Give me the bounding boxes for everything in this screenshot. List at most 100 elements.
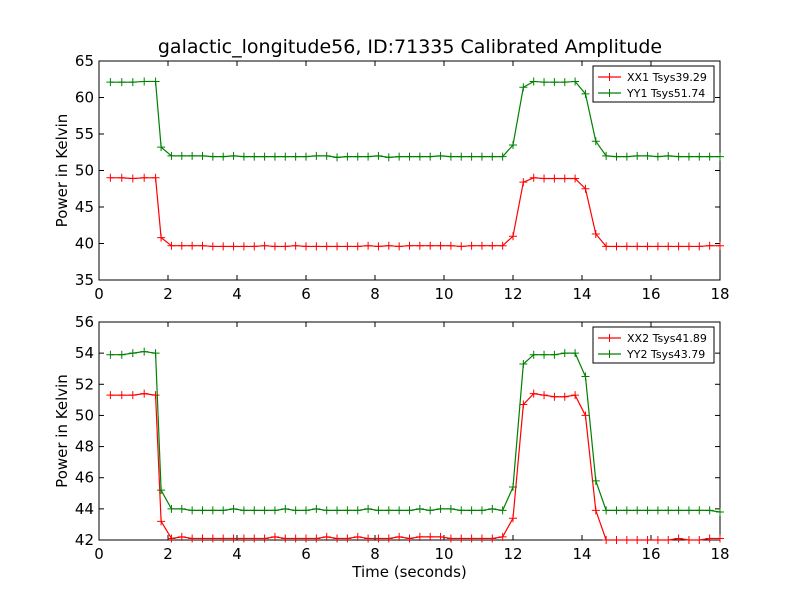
data-point bbox=[684, 506, 693, 515]
data-point bbox=[571, 174, 580, 183]
data-point bbox=[117, 78, 126, 87]
data-point bbox=[674, 506, 683, 515]
data-point bbox=[540, 174, 549, 183]
data-point bbox=[281, 242, 290, 251]
data-point bbox=[167, 151, 176, 160]
x-tick-label: 14 bbox=[572, 285, 591, 303]
y-tick-label: 52 bbox=[75, 375, 94, 393]
data-point bbox=[560, 78, 569, 87]
data-point bbox=[229, 151, 238, 160]
data-point bbox=[198, 241, 207, 250]
data-point bbox=[571, 391, 580, 400]
data-point bbox=[509, 514, 517, 523]
data-point bbox=[477, 506, 486, 515]
data-point bbox=[291, 506, 300, 515]
data-point bbox=[436, 504, 445, 513]
data-point bbox=[140, 347, 149, 356]
data-point bbox=[446, 504, 455, 513]
data-point bbox=[426, 532, 435, 541]
data-point bbox=[415, 241, 424, 250]
data-point bbox=[415, 504, 424, 513]
data-point bbox=[177, 151, 186, 160]
data-point bbox=[695, 536, 704, 544]
data-point bbox=[322, 506, 331, 515]
data-point bbox=[291, 152, 300, 161]
data-point bbox=[333, 506, 342, 515]
data-point bbox=[374, 534, 383, 543]
data-point bbox=[591, 230, 600, 239]
data-point bbox=[250, 242, 259, 251]
x-tick-label: 18 bbox=[710, 285, 729, 303]
data-point bbox=[622, 152, 631, 161]
x-tick-label: 8 bbox=[370, 545, 380, 563]
data-point bbox=[674, 534, 683, 543]
data-point bbox=[302, 534, 310, 543]
series-markers bbox=[106, 77, 724, 162]
data-point bbox=[270, 242, 279, 251]
data-point bbox=[353, 152, 362, 161]
data-point bbox=[229, 534, 238, 543]
data-point bbox=[426, 152, 435, 161]
y-axis-label: Power in Kelvin bbox=[53, 114, 71, 228]
data-point bbox=[353, 242, 362, 251]
data-point bbox=[477, 241, 486, 250]
data-point bbox=[188, 151, 197, 160]
data-point bbox=[591, 506, 600, 515]
data-point bbox=[602, 242, 611, 251]
data-point bbox=[591, 476, 600, 485]
data-point bbox=[291, 534, 300, 543]
data-point bbox=[140, 77, 149, 86]
data-point bbox=[446, 534, 455, 543]
chart-title: galactic_longitude56, ID:71335 Calibrate… bbox=[158, 36, 662, 58]
data-point bbox=[664, 242, 673, 251]
y-axis-label: Power in Kelvin bbox=[53, 374, 71, 488]
data-point bbox=[151, 173, 160, 182]
data-point bbox=[633, 506, 642, 515]
y-tick-label: 40 bbox=[75, 235, 94, 253]
data-point bbox=[457, 242, 466, 251]
data-point bbox=[250, 152, 259, 161]
data-point bbox=[716, 534, 724, 543]
x-tick-label: 6 bbox=[301, 285, 311, 303]
data-point bbox=[560, 174, 569, 183]
x-tick-label: 12 bbox=[503, 545, 522, 563]
data-point bbox=[364, 241, 373, 250]
data-point bbox=[270, 532, 279, 541]
data-point bbox=[239, 242, 248, 251]
data-point bbox=[509, 232, 517, 241]
data-point bbox=[333, 153, 342, 162]
y-tick-label: 56 bbox=[75, 313, 94, 331]
data-point bbox=[581, 89, 590, 98]
data-point bbox=[128, 391, 137, 400]
legend-label: YY2 Tsys43.79 bbox=[626, 348, 705, 361]
data-point bbox=[436, 151, 445, 160]
data-point bbox=[695, 506, 704, 515]
data-point bbox=[281, 504, 290, 513]
data-point bbox=[467, 506, 476, 515]
data-point bbox=[622, 506, 631, 515]
data-point bbox=[550, 392, 559, 401]
legend-label: XX1 Tsys39.29 bbox=[627, 71, 707, 84]
y-tick-label: 55 bbox=[75, 125, 94, 143]
data-point bbox=[529, 173, 538, 182]
y-tick-label: 60 bbox=[75, 89, 94, 107]
data-point bbox=[540, 350, 549, 359]
data-point bbox=[188, 506, 197, 515]
data-point bbox=[177, 504, 186, 513]
data-point bbox=[364, 504, 373, 513]
data-point bbox=[229, 242, 238, 251]
data-point bbox=[322, 242, 331, 251]
data-point bbox=[208, 506, 217, 515]
y-tick-label: 50 bbox=[75, 406, 94, 424]
data-point bbox=[674, 242, 683, 251]
data-point bbox=[219, 152, 228, 161]
data-point bbox=[705, 152, 714, 161]
data-point bbox=[581, 184, 590, 193]
data-point bbox=[128, 349, 137, 358]
data-point bbox=[198, 534, 207, 543]
data-point bbox=[260, 241, 269, 250]
data-point bbox=[519, 360, 528, 369]
y-tick-label: 45 bbox=[75, 198, 94, 216]
data-point bbox=[550, 350, 559, 359]
data-point bbox=[219, 534, 228, 543]
